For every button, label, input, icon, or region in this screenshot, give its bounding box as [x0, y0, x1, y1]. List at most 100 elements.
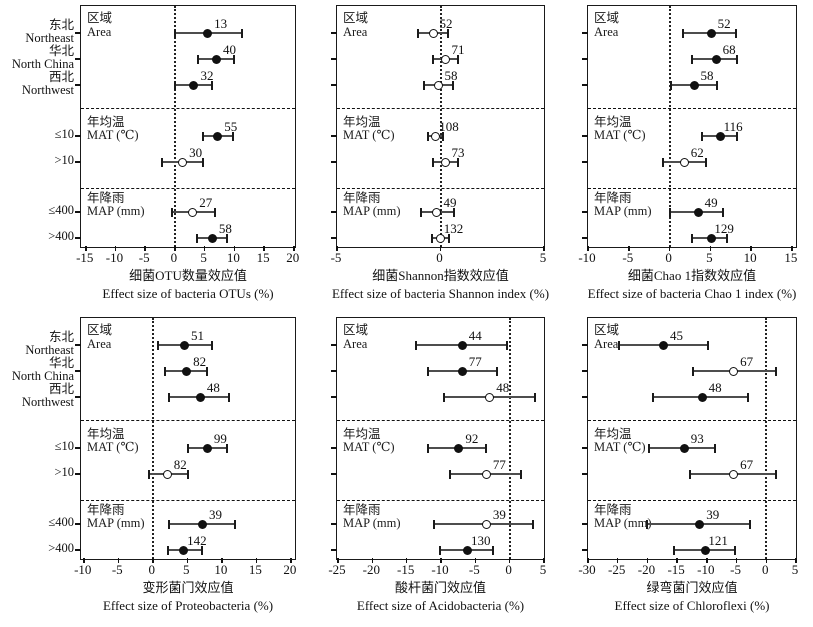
- section-label-en: MAT (℃): [343, 128, 395, 142]
- section-label-en: Area: [87, 337, 112, 351]
- x-axis-tick-label: 10: [214, 562, 228, 577]
- sample-size-label: 45: [669, 328, 683, 343]
- effect-size-point: [179, 545, 189, 555]
- axis-title-zh: 变形菌门效应值: [142, 580, 234, 595]
- sample-size-label: 52: [717, 16, 731, 31]
- x-axis-tick: [174, 246, 176, 251]
- y-axis-tick: [582, 84, 588, 86]
- y-axis-category-label: 西北 Northwest: [21, 70, 74, 97]
- section-label-en: MAT (℃): [594, 128, 646, 142]
- x-axis-tick-label: 15: [256, 250, 270, 265]
- section-label-zh: 年均温: [343, 427, 381, 441]
- y-axis-tick: [75, 549, 81, 551]
- effect-size-point: [693, 207, 703, 217]
- zero-reference-line: [173, 6, 176, 247]
- sample-size-label: 27: [199, 195, 213, 210]
- effect-size-point: [679, 443, 689, 453]
- ci-end-cap-left: [448, 469, 451, 479]
- x-axis-tick-label: 10: [743, 250, 757, 265]
- y-axis-labels-bottom: 东北 Northeast 华北 North China 西北 Northwest ≤10 >1…: [0, 317, 77, 560]
- ci-end-cap-right: [485, 443, 488, 453]
- ci-end-cap-right: [532, 519, 534, 529]
- sample-size-label: 49: [443, 195, 457, 210]
- section-label-zh: 年均温: [343, 115, 381, 129]
- x-axis-tick: [676, 558, 678, 563]
- ci-end-cap-right: [456, 157, 459, 167]
- y-axis-tick: [582, 32, 588, 34]
- y-axis-category-label: 华北 North China: [11, 44, 74, 71]
- section-label-zh: 区域: [343, 323, 369, 337]
- y-axis-tick: [582, 344, 588, 346]
- section-label-en: MAP (mm): [594, 204, 652, 218]
- x-axis-tick-label: 0: [148, 562, 156, 577]
- section-label-zh: 年均温: [594, 115, 632, 129]
- ci-end-cap-left: [691, 233, 694, 243]
- effect-size-point: [202, 443, 212, 453]
- x-axis-tick-labels: -30 -25 -20 -15 -10 -5 0 5: [578, 563, 798, 579]
- effect-size-point: [178, 157, 188, 167]
- y-axis-tick: [331, 237, 337, 239]
- sample-size-label: 48: [708, 380, 722, 395]
- ci-end-cap-right: [736, 54, 739, 64]
- section-label-zh: 年均温: [87, 427, 125, 441]
- x-axis-tick-labels: -15 -10 -5 0 5 10 15 20: [76, 250, 300, 267]
- axis-title-en: Effect size of Chloroflexi (%): [614, 598, 770, 613]
- effect-size-point: [715, 131, 725, 141]
- y-axis-tick: [331, 396, 337, 398]
- x-axis-tick-label: 20: [283, 562, 297, 577]
- effect-size-point: [706, 233, 716, 243]
- y-axis-tick: [331, 370, 337, 372]
- section-divider-line: [337, 188, 544, 189]
- plot-area-otus: 区域 Area 年均温 MAT (℃) 年降雨 MAP (mm) 13 40 32 55 30 27 5…: [75, 5, 296, 251]
- y-axis-tick: [582, 211, 588, 213]
- ci-end-cap-right: [733, 545, 736, 555]
- y-axis-category-label: ≤10: [54, 127, 74, 141]
- ci-end-cap-right: [456, 54, 459, 64]
- panel-proteobacteria: 区域 Area 年均温 MAT (℃) 年降雨 MAP (mm) 51 82 48 99 82 39 1…: [74, 317, 297, 617]
- effect-size-point: [162, 469, 172, 479]
- effect-size-point: [189, 80, 199, 90]
- panel-acidobacteria: 区域 Area 年均温 MAT (℃) 年降雨 MAP (mm) 44 77 48 92 77 39 1…: [328, 317, 546, 617]
- sample-size-label: 39: [208, 507, 222, 522]
- x-axis-tick-label: 0: [505, 562, 512, 577]
- effect-size-point: [457, 366, 467, 376]
- y-axis-tick: [331, 32, 337, 34]
- section-divider-line: [81, 108, 295, 109]
- y-axis-tick: [75, 237, 81, 239]
- sample-size-label: 13: [214, 16, 228, 31]
- ci-end-cap-left: [156, 340, 159, 350]
- ci-end-cap-left: [163, 366, 166, 376]
- sample-size-label: 129: [714, 221, 734, 236]
- axis-title-en: Effect size of Proteobacteria (%): [102, 598, 274, 613]
- ci-end-cap-left: [681, 28, 684, 38]
- x-axis-tick: [336, 246, 338, 251]
- y-axis-tick: [582, 237, 588, 239]
- ci-end-cap-right: [736, 131, 739, 141]
- ci-end-cap-right: [715, 80, 718, 90]
- plot-area-acidobacteria: 区域 Area 年均温 MAT (℃) 年降雨 MAP (mm) 44 77 48 92 77 39 1…: [331, 317, 545, 563]
- effect-size-point: [180, 340, 190, 350]
- section-divider-line: [81, 188, 295, 189]
- ci-end-cap-right: [441, 131, 444, 141]
- x-axis-tick: [117, 558, 120, 563]
- panel-bacteria-chao1: 区域 Area 年均温 MAT (℃) 年降雨 MAP (mm) 52 68 58 116 62 49…: [578, 5, 798, 305]
- sample-size-label: 48: [206, 380, 220, 395]
- section-label-en: MAT (℃): [343, 440, 395, 454]
- ci-end-cap-right: [446, 28, 449, 38]
- section-label-en: MAP (mm): [343, 516, 401, 530]
- x-axis-tick-label: -5: [468, 562, 480, 577]
- effect-size-point: [658, 340, 668, 350]
- sample-size-label: 132: [443, 221, 464, 236]
- x-axis-tick-label: 20: [286, 250, 300, 265]
- x-axis-tick-label: -15: [76, 250, 94, 265]
- axis-title-zh: 细菌OTU数量效应值: [129, 268, 247, 283]
- sample-size-label: 121: [708, 533, 728, 548]
- y-axis-tick: [331, 135, 337, 137]
- axis-title-en: Effect size of bacteria Chao 1 index (%): [587, 286, 797, 301]
- x-axis-tick-label: 15: [784, 250, 798, 265]
- section-label-en: Area: [594, 337, 619, 351]
- ci-end-cap-left: [195, 233, 198, 243]
- sample-size-label: 73: [451, 145, 465, 160]
- x-axis-tick: [439, 246, 442, 251]
- ci-end-cap-right: [534, 392, 537, 402]
